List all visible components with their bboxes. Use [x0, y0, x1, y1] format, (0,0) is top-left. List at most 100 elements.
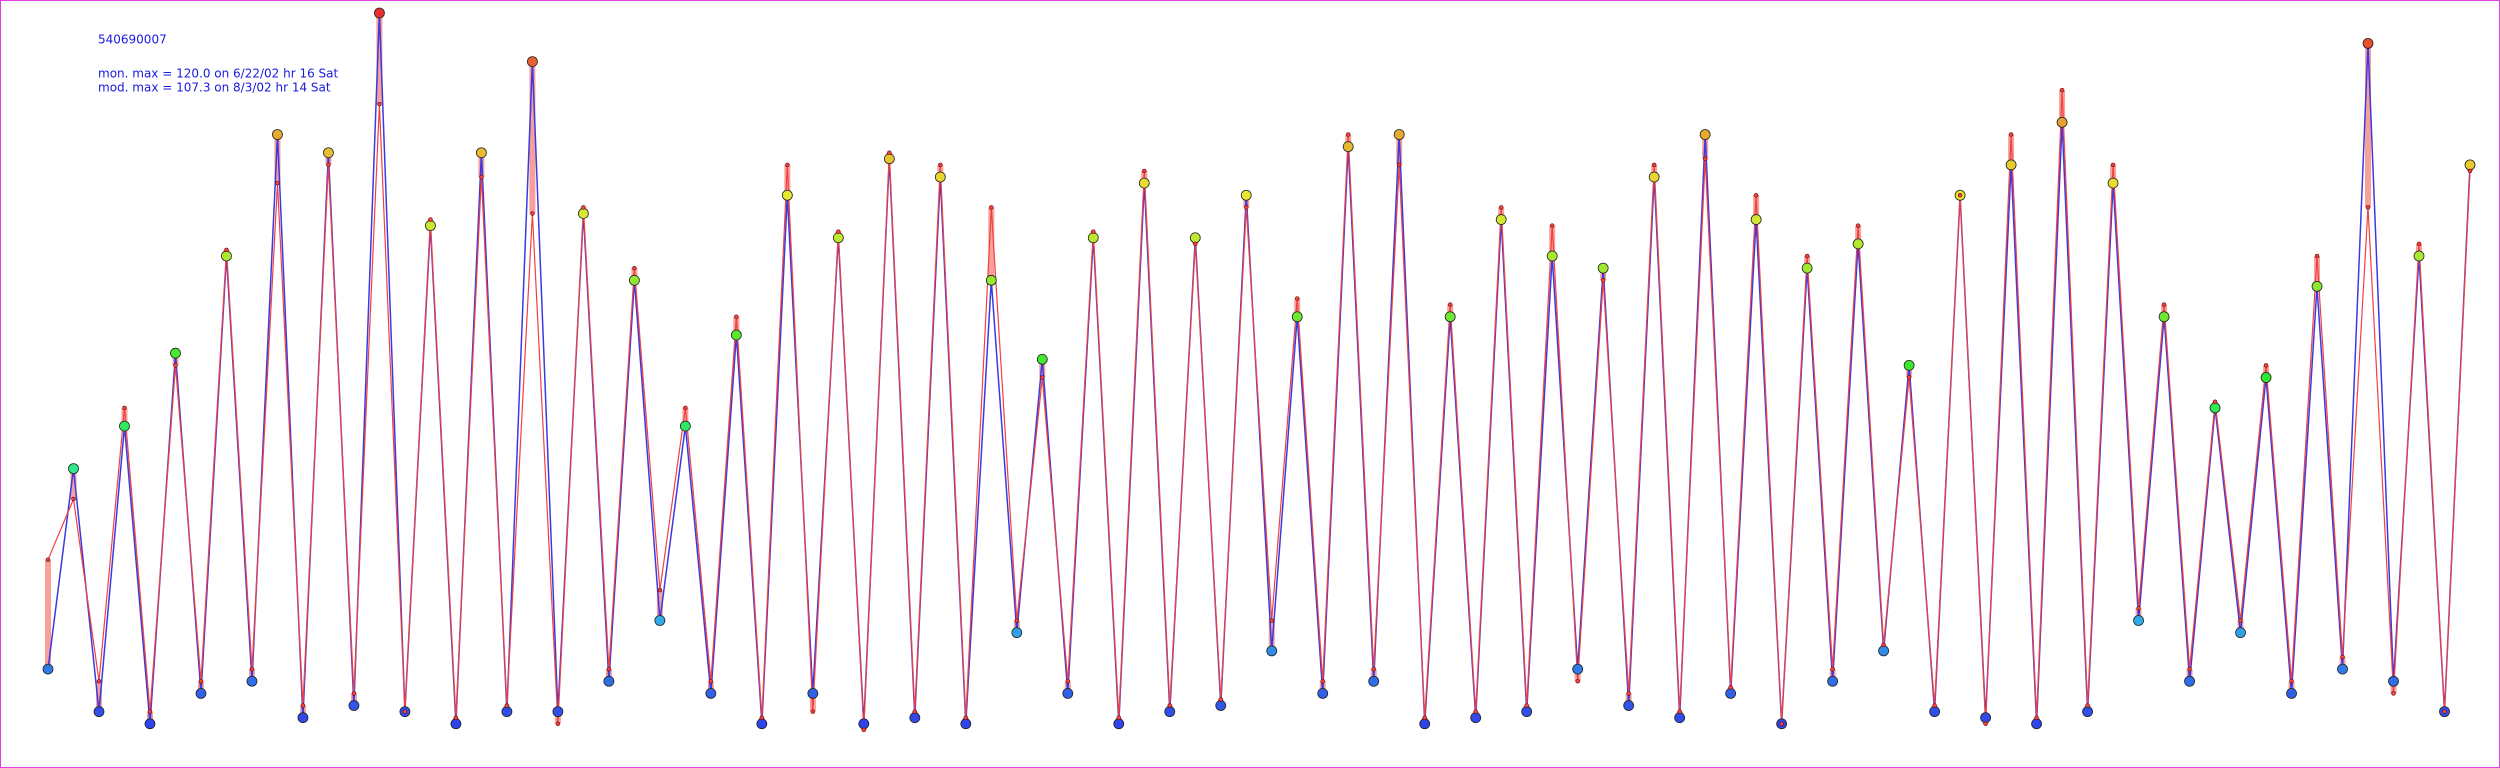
monitor-point: [1699, 129, 1711, 140]
monitor-point: [679, 420, 691, 432]
model-point: [1677, 709, 1682, 714]
model-point: [938, 162, 943, 168]
monitor-point: [1419, 718, 1431, 730]
monitor-point: [1878, 645, 1890, 657]
model-point: [2340, 654, 2345, 660]
model-point: [632, 265, 637, 271]
monitor-point: [832, 232, 844, 244]
monitor-point: [1444, 311, 1456, 323]
monitor-point: [2286, 688, 2297, 699]
monitor-point: [1827, 675, 1839, 687]
model-point: [2289, 679, 2294, 684]
model-point: [198, 679, 204, 684]
monitor-point: [93, 706, 105, 718]
monitor-point: [1546, 250, 1558, 262]
monitor-point: [1623, 700, 1635, 711]
monitor-point: [501, 706, 513, 718]
model-point: [2059, 87, 2065, 93]
model-point: [275, 180, 280, 186]
model-point: [2034, 715, 2039, 720]
model-point: [606, 666, 612, 672]
monitor-point: [348, 700, 360, 711]
monitor-point: [909, 712, 921, 724]
model-point: [657, 587, 663, 593]
model-point: [2136, 606, 2141, 611]
monitor-point: [450, 718, 462, 730]
monitor-point: [42, 663, 54, 675]
model-point: [1345, 132, 1351, 137]
monitor-point: [2413, 250, 2425, 262]
model-point: [1779, 721, 1784, 727]
monitor-point: [1164, 706, 1176, 718]
monitor-point: [374, 7, 385, 19]
model-point: [351, 691, 357, 696]
monitor-point: [2107, 177, 2119, 189]
model-point: [173, 363, 178, 368]
monitor-point: [781, 189, 793, 201]
model-point: [1473, 709, 1478, 714]
model-point: [1932, 703, 1937, 708]
model-point: [377, 101, 382, 107]
monitor-point: [1929, 706, 1941, 718]
monitor-point: [1597, 262, 1609, 274]
monitor-point: [1317, 688, 1329, 699]
monitor-point: [68, 463, 79, 475]
monitor-point: [934, 171, 946, 183]
model-point: [683, 405, 688, 411]
model-point: [2110, 162, 2116, 168]
model-point: [1269, 618, 1274, 623]
model-point: [1626, 691, 1631, 696]
model-point: [1702, 156, 1708, 162]
monitor-point: [1113, 718, 1125, 730]
model-point: [122, 405, 127, 411]
monitor-point: [195, 688, 207, 699]
monitor-point: [2362, 37, 2374, 49]
monitor-point: [1240, 189, 1252, 201]
monitor-point: [577, 208, 589, 219]
model-point: [1753, 193, 1759, 198]
model-point: [1193, 241, 1198, 247]
monitor-point: [1980, 712, 1991, 724]
model-point: [912, 709, 918, 714]
model-point: [861, 727, 867, 733]
model-point: [887, 150, 892, 155]
monitor-point: [425, 220, 436, 232]
monitor-point: [1368, 675, 1380, 687]
monitor-point: [2082, 706, 2093, 718]
model-point: [1396, 162, 1402, 168]
monitor-point: [1495, 214, 1507, 225]
model-point: [224, 247, 229, 253]
model-point: [2263, 363, 2269, 368]
monitor-point: [527, 56, 538, 67]
model-point: [1218, 697, 1224, 702]
monitor-point: [2235, 627, 2246, 639]
monitor-point: [1266, 645, 1278, 657]
monitor-point: [654, 615, 666, 626]
model-point: [1447, 302, 1453, 307]
monitor-point: [1470, 712, 1482, 724]
model-point: [1983, 721, 1988, 727]
monitor-point: [272, 129, 283, 140]
model-line: [47, 90, 2471, 730]
monitor-point: [2209, 402, 2221, 414]
model-point: [1524, 703, 1529, 708]
model-point: [71, 496, 76, 502]
model-point: [1040, 375, 1045, 380]
model-point: [1549, 223, 1555, 228]
monitor-point: [960, 718, 972, 730]
model-point: [963, 715, 969, 720]
monitor-point: [1393, 129, 1405, 140]
model-point: [530, 211, 535, 216]
model-point: [2442, 709, 2447, 714]
monitor-point: [1215, 700, 1227, 711]
monitor-point: [297, 712, 309, 724]
monitor-point: [1062, 688, 1074, 699]
monitor-point: [476, 147, 487, 159]
model-point: [1906, 375, 1912, 380]
model-point: [2008, 132, 2014, 137]
monitor-point: [2464, 159, 2476, 171]
monitor-point: [221, 250, 232, 262]
monitor-point: [1342, 141, 1354, 153]
monitor-point: [603, 675, 615, 687]
